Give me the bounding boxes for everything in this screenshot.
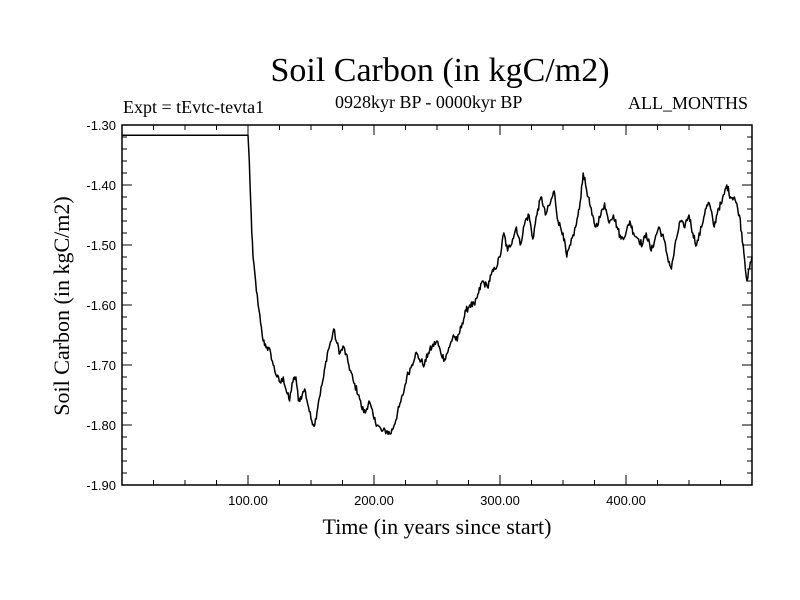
y-tick-label: -1.40 <box>86 178 116 193</box>
plot-frame <box>121 124 753 486</box>
x-tick-label: 200.00 <box>354 493 394 508</box>
y-tick-label: -1.60 <box>86 298 116 313</box>
chart-subtitle: 0928kyr BP - 0000kyr BP <box>335 92 523 112</box>
y-tick-label: -1.80 <box>86 418 116 433</box>
series-line <box>122 134 753 436</box>
x-tick-label: 100.00 <box>228 493 268 508</box>
y-tick-label: -1.50 <box>86 238 116 253</box>
x-axis-label: Time (in years since start) <box>322 514 552 539</box>
x-tick-label: 400.00 <box>606 493 646 508</box>
y-tick-label: -1.90 <box>86 478 116 493</box>
chart-title: Soil Carbon (in kgC/m2) <box>270 52 610 89</box>
months-label: ALL_MONTHS <box>628 93 748 113</box>
y-tick-label: -1.70 <box>86 358 116 373</box>
experiment-label: Expt = tEvtc-tevta1 <box>123 97 265 117</box>
x-tick-label: 300.00 <box>480 493 520 508</box>
y-tick-label: -1.30 <box>86 118 116 133</box>
